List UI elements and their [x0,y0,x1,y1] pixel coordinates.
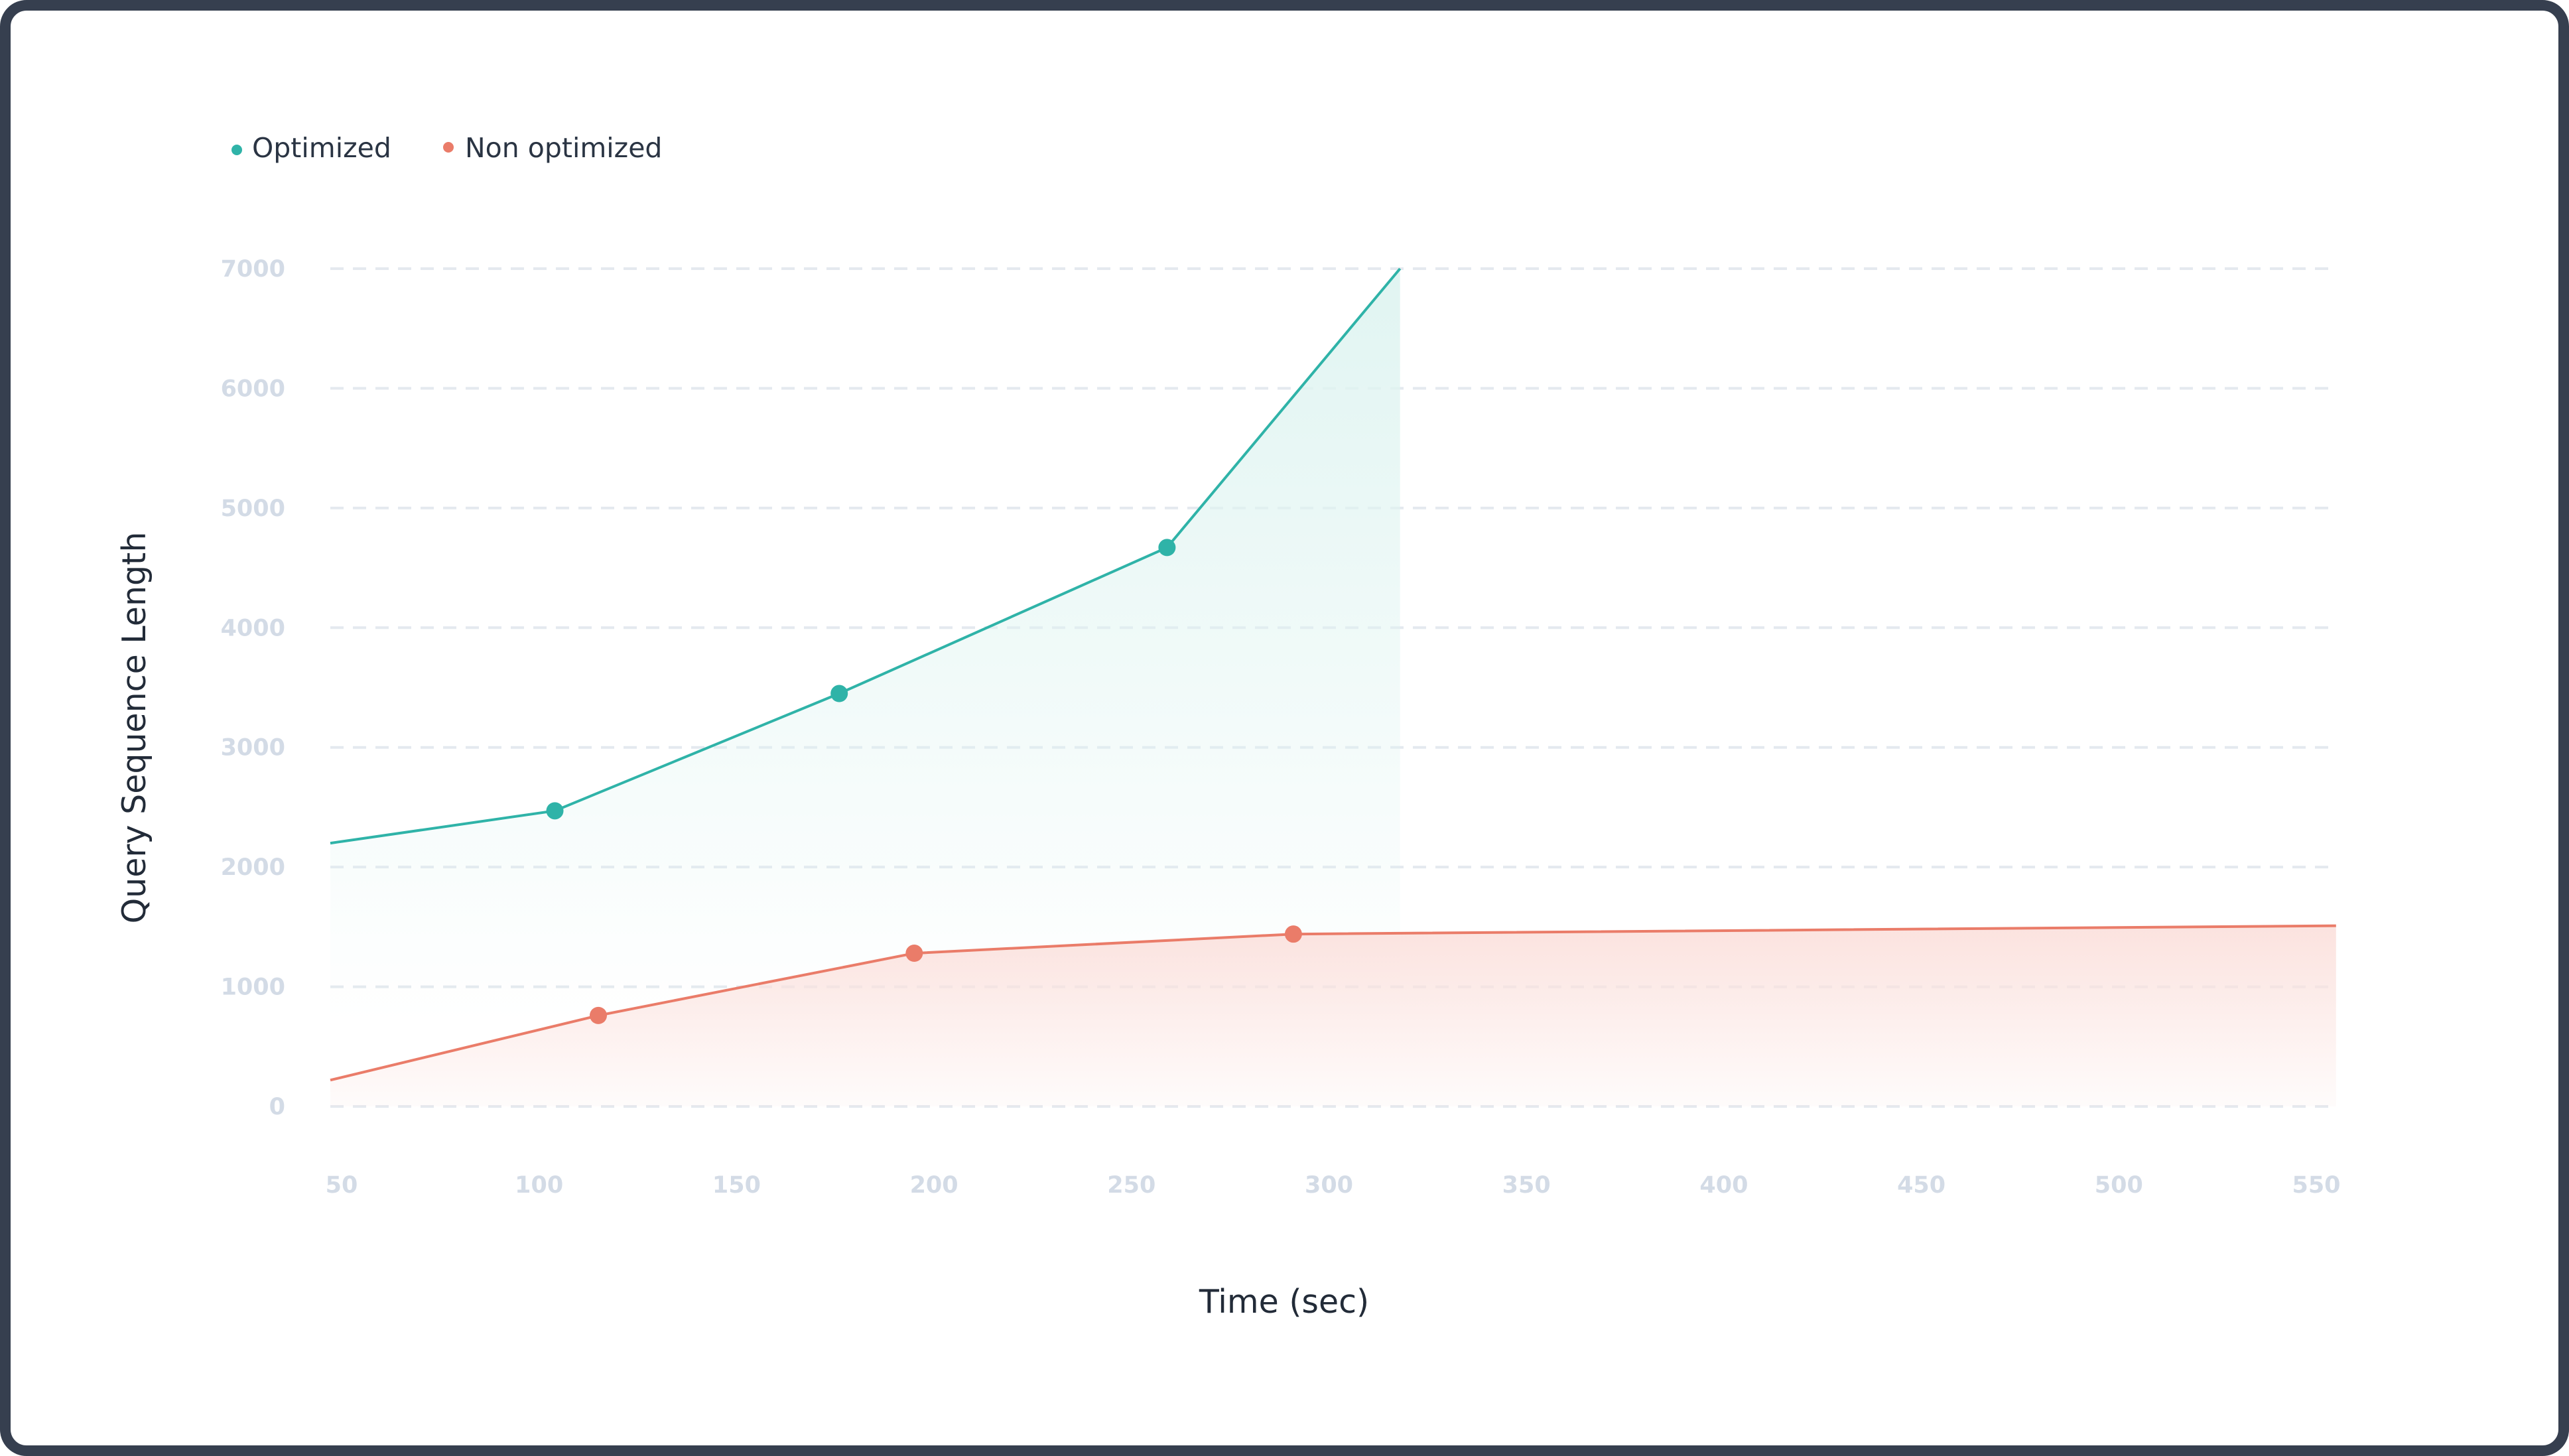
series-areas [330,269,2336,1106]
x-tick-label: 400 [1699,1172,1748,1199]
x-axis-title: Time (sec) [1199,1283,1369,1321]
y-tick-label: 4000 [221,615,285,641]
y-tick-label: 1000 [221,974,285,1001]
legend-marker-optimized [231,145,242,155]
legend: Optimized Non optimized [231,132,662,164]
y-tick-label: 3000 [221,735,285,761]
x-tick-label: 500 [2095,1172,2143,1199]
point-non-optimized [1284,925,1302,943]
x-tick-label: 450 [1897,1172,1945,1199]
y-tick-label: 7000 [221,256,285,283]
y-tick-label: 6000 [221,375,285,402]
point-optimized [1158,539,1176,557]
point-non-optimized [590,1006,608,1024]
y-tick-label: 0 [269,1094,285,1120]
y-tick-label: 5000 [221,496,285,522]
x-tick-label: 150 [712,1172,761,1199]
y-axis-ticks: 0 1000 2000 3000 4000 5000 6000 7000 [221,256,285,1120]
y-axis-title: Query Sequence Length [115,532,153,924]
area-optimized [330,269,1400,1106]
x-axis-ticks: 50 100 150 200 250 300 350 400 450 500 550 [326,1172,2341,1199]
point-optimized [830,685,848,702]
legend-label-non-optimized: Non optimized [465,132,662,164]
x-tick-label: 350 [1502,1172,1551,1199]
x-tick-label: 300 [1305,1172,1353,1199]
legend-label-optimized: Optimized [252,132,391,164]
x-tick-label: 50 [326,1172,358,1199]
point-non-optimized [905,945,923,962]
legend-marker-non-optimized [443,142,454,153]
x-tick-label: 100 [515,1172,563,1199]
series-points [546,539,1302,1024]
y-tick-label: 2000 [221,854,285,881]
x-tick-label: 200 [910,1172,958,1199]
x-tick-label: 550 [2292,1172,2340,1199]
x-tick-label: 250 [1107,1172,1155,1199]
point-optimized [546,802,564,820]
area-non-optimized [330,925,2336,1106]
